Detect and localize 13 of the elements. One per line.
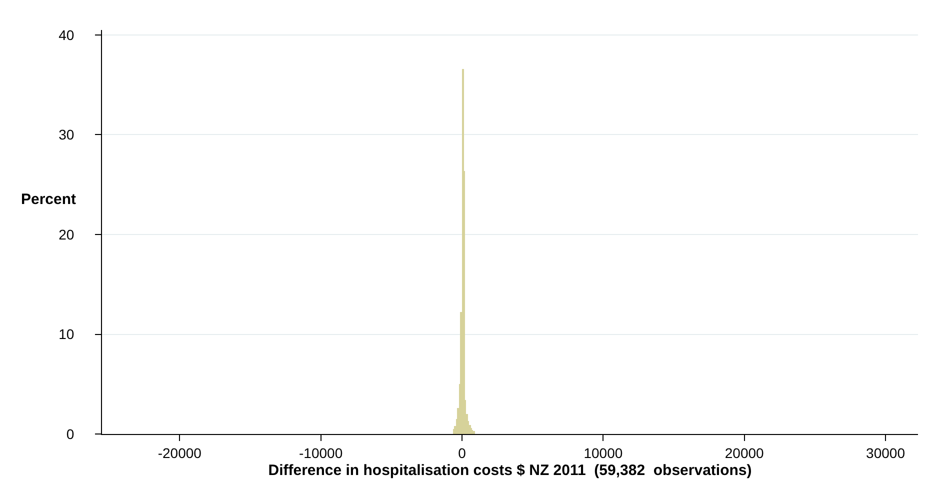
x-tick-label: 0	[458, 444, 466, 461]
x-tick-label: 10000	[584, 444, 623, 461]
x-tick-label: 30000	[866, 444, 906, 461]
y-tick-label: 30	[58, 126, 74, 143]
y-tick-label: 10	[58, 326, 74, 342]
x-tick-label: -10000	[299, 444, 343, 461]
y-tick-label: 20	[58, 226, 74, 242]
y-tick-label: 0	[66, 426, 74, 442]
y-axis-title: Percent	[21, 191, 76, 208]
x-axis-title: Difference in hospitalisation costs $ NZ 2011 (59,382 observations)	[268, 462, 752, 479]
x-tick-label: 20000	[724, 444, 764, 461]
y-tick-label: 40	[58, 26, 74, 43]
x-tick-label: -20000	[158, 444, 202, 461]
